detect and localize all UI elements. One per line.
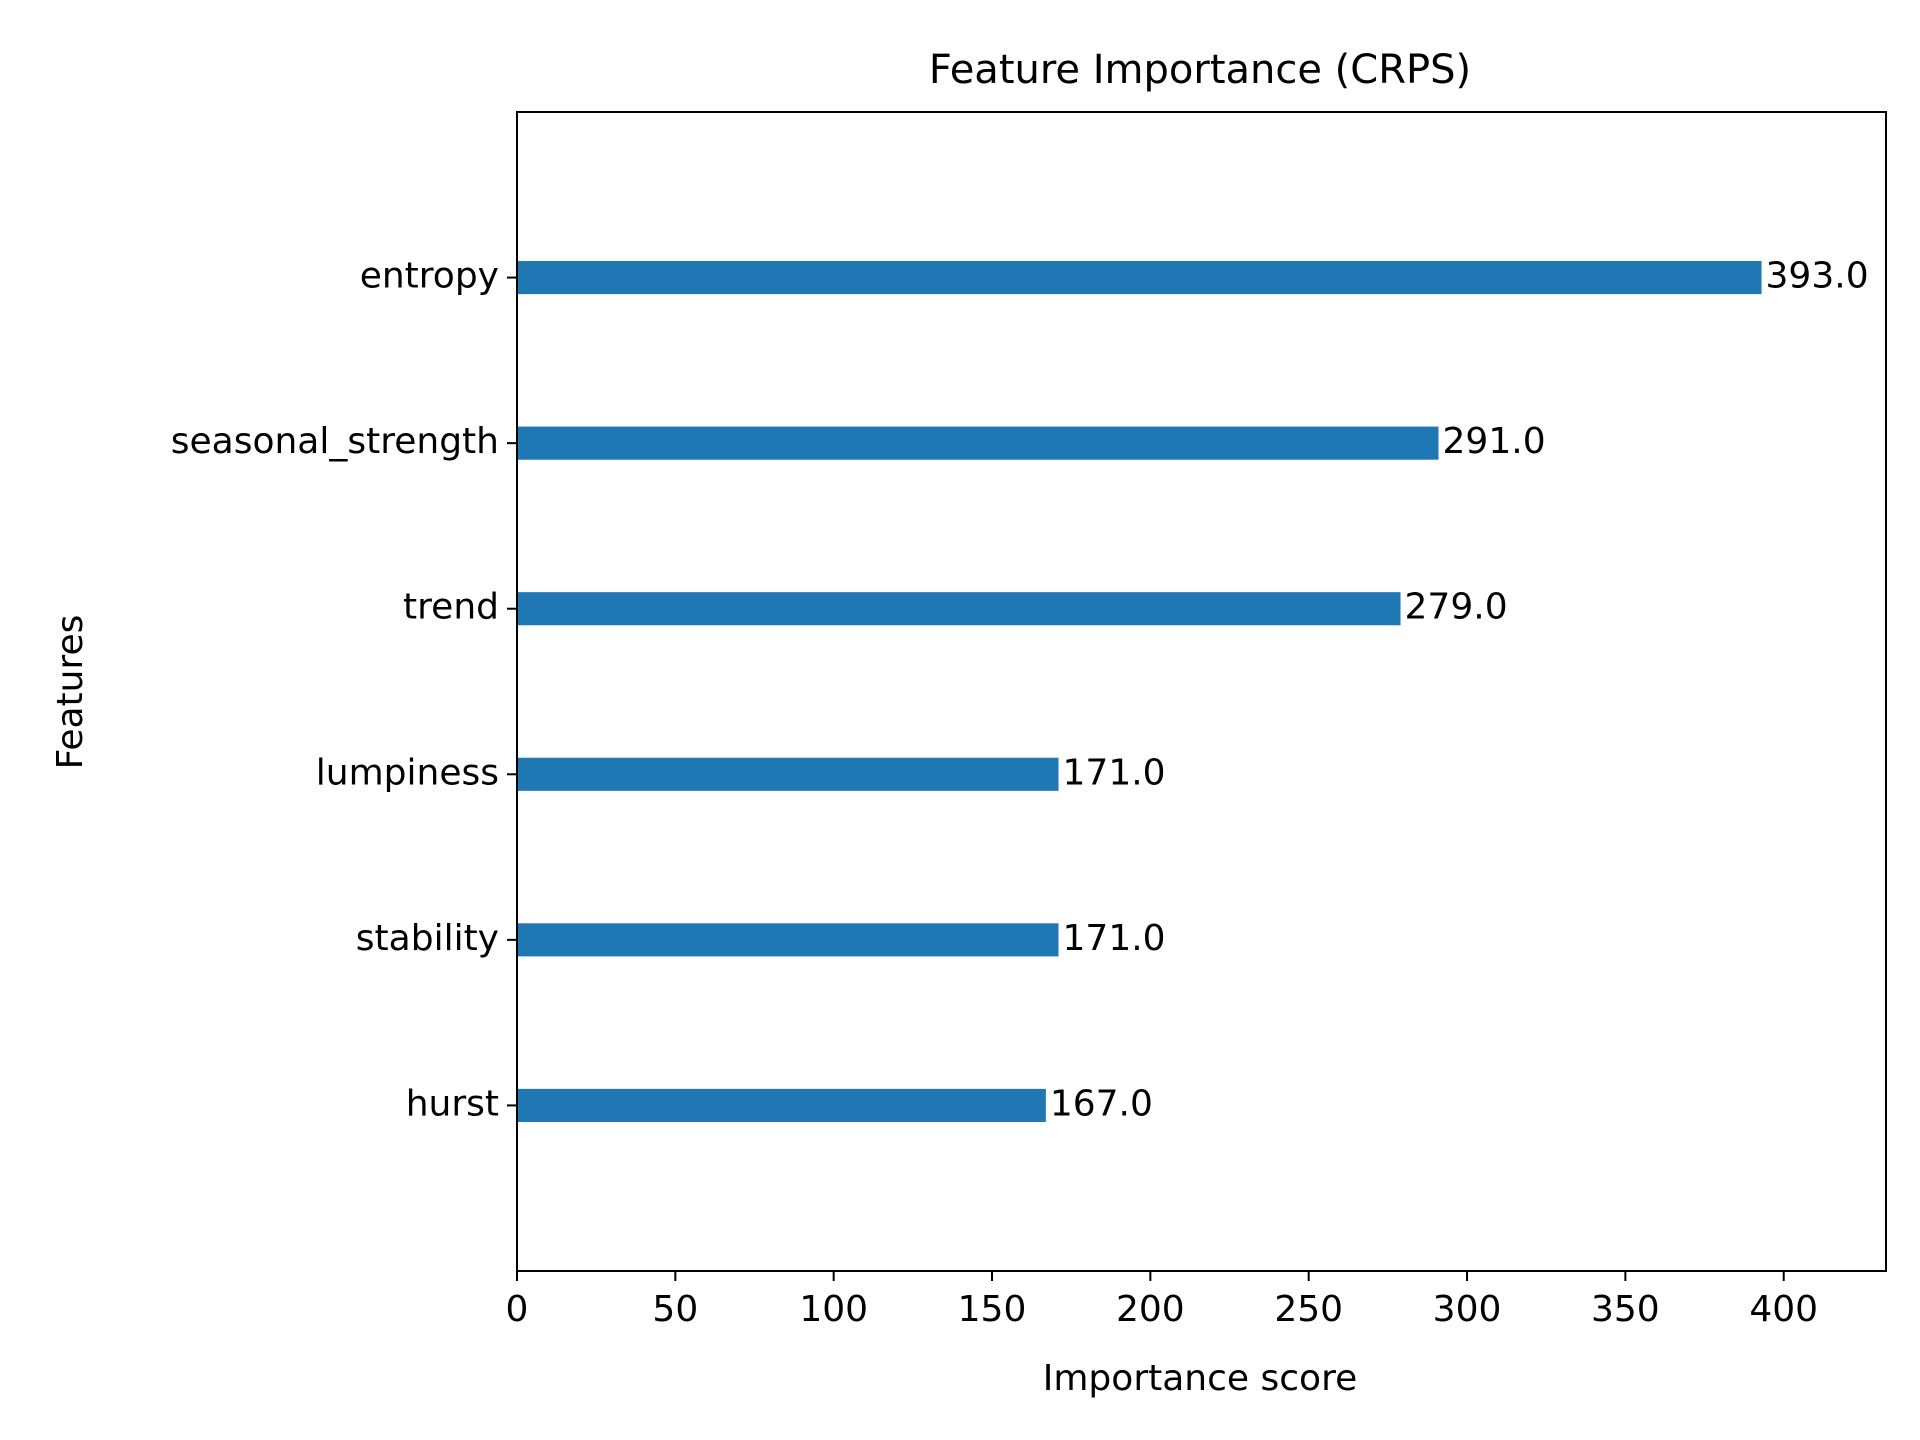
y-tick-label: lumpiness — [316, 752, 499, 793]
bars-group — [517, 261, 1762, 1122]
x-tick-label: 0 — [506, 1289, 529, 1330]
x-tick-label: 250 — [1274, 1289, 1343, 1330]
x-tick-label: 100 — [799, 1289, 868, 1330]
y-tick-label: hurst — [406, 1083, 499, 1124]
bar-value-label: 171.0 — [1063, 918, 1166, 959]
bar-value-label: 291.0 — [1443, 421, 1546, 462]
y-tick-label: trend — [403, 587, 499, 628]
bar-lumpiness — [517, 757, 1059, 791]
x-tick-label: 200 — [1116, 1289, 1185, 1330]
y-tick-label: entropy — [360, 256, 499, 297]
x-axis-label: Importance score — [1043, 1358, 1357, 1399]
y-tick-label: stability — [356, 918, 499, 959]
chart-title: Feature Importance (CRPS) — [929, 47, 1471, 93]
bar-value-label: 167.0 — [1050, 1083, 1153, 1124]
bar-seasonal_strength — [517, 426, 1439, 460]
bar-value-label: 393.0 — [1766, 256, 1869, 297]
bar-entropy — [517, 261, 1762, 295]
x-axis: 0 50 100 150 200 250 300 350 400 — [506, 1271, 1818, 1330]
x-tick-label: 400 — [1749, 1289, 1818, 1330]
y-tick-label: seasonal_strength — [171, 421, 499, 462]
y-axis-label: Features — [50, 615, 91, 770]
x-tick-label: 350 — [1591, 1289, 1660, 1330]
bar-labels-group: 393.0 291.0 279.0 171.0 171.0 167.0 — [1050, 256, 1869, 1125]
bar-value-label: 171.0 — [1063, 752, 1166, 793]
bar-stability — [517, 923, 1059, 957]
bar-trend — [517, 592, 1401, 626]
x-tick-label: 50 — [652, 1289, 698, 1330]
plot-frame — [516, 111, 1887, 1272]
bar-value-label: 279.0 — [1405, 587, 1508, 628]
bar-hurst — [517, 1088, 1046, 1122]
x-tick-label: 300 — [1433, 1289, 1502, 1330]
x-tick-label: 150 — [958, 1289, 1027, 1330]
